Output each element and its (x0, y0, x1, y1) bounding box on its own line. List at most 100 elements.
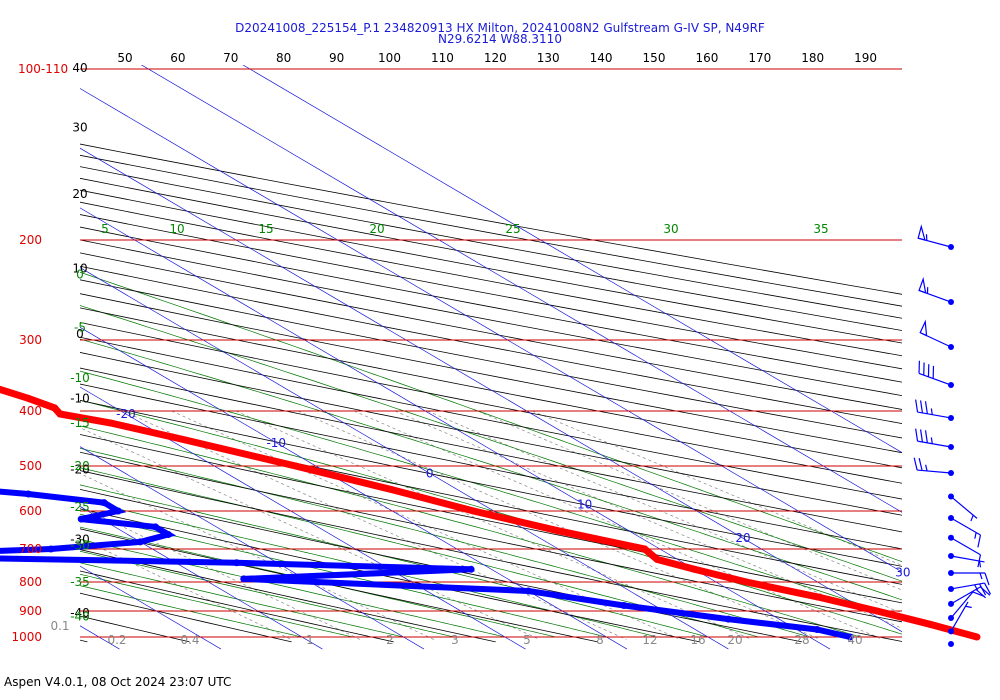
dewpoint-profile (0, 488, 851, 640)
dry-adiabat-line (80, 528, 598, 643)
wind-barb-half (979, 572, 983, 580)
temperature-point (641, 545, 649, 553)
wind-barb-station (948, 641, 954, 647)
temperature-point (873, 607, 881, 615)
theta-top-label: 190 (854, 51, 877, 65)
dewpoint-point (620, 601, 628, 609)
theta-e-left-label: -25 (70, 500, 90, 514)
isotherm-label: 0 (426, 466, 434, 480)
dry-adiabat-line (80, 214, 902, 370)
theta-e-left-label: -15 (70, 416, 90, 430)
mixing-ratio-label: 1 (306, 633, 314, 647)
dewpoint-point (47, 545, 55, 553)
wind-barbs (913, 224, 992, 647)
moist-adiabat-line (80, 484, 709, 638)
dry-adiabat-line (80, 189, 902, 344)
theta-top-label: 180 (801, 51, 824, 65)
theta-e-top-label: 30 (663, 222, 678, 236)
dry-adiabat-line (80, 252, 902, 410)
chart-grid (80, 65, 902, 650)
wind-barb-pennant (918, 276, 927, 294)
theta-top-label: 110 (431, 51, 454, 65)
theta-top-label: 100 (378, 51, 401, 65)
dry-adiabat-line (80, 434, 902, 604)
axis-labels: 100-1102003004005006007008009001000-100-… (11, 51, 910, 647)
theta-top-label: 50 (117, 51, 132, 65)
moist-adiabat-line (80, 585, 303, 638)
wind-barb-half (974, 532, 977, 539)
wind-barb-shaft (950, 582, 985, 590)
dry-adiabat-line (80, 322, 902, 484)
isotherm-line (242, 65, 902, 453)
pressure-label: 900 (19, 604, 42, 618)
isotherm-label: -10 (266, 436, 286, 450)
mixing-ratio-line (80, 427, 540, 640)
theta-left-label: -10 (70, 392, 90, 406)
wind-barb-full (915, 399, 919, 413)
theta-left-label: 10 (72, 261, 87, 275)
wind-barb (917, 224, 954, 250)
pressure-label: 300 (19, 333, 42, 347)
wind-barb-half (965, 605, 972, 609)
mixing-ratio-label: 5 (523, 633, 531, 647)
mixing-ratio-line (394, 410, 902, 629)
theta-top-label: 90 (329, 51, 344, 65)
dry-adiabat-line (80, 367, 902, 533)
theta-left-label: 20 (72, 187, 87, 201)
wind-barb-half (930, 408, 933, 415)
temperature-point (107, 419, 115, 427)
isotherm-label: 30 (895, 566, 910, 580)
isotherm-line (80, 207, 831, 650)
theta-e-top-label: 5 (101, 222, 109, 236)
dewpoint-point (846, 633, 854, 641)
wind-barb-shaft (917, 411, 952, 419)
theta-e-top-label: 35 (813, 222, 828, 236)
dry-adiabat-line (80, 307, 902, 469)
dry-adiabat-line (80, 201, 902, 357)
mixing-ratio-label: 12 (642, 633, 657, 647)
temperature-point (181, 436, 189, 444)
isotherm-line (80, 267, 729, 650)
moist-adiabat-line (80, 447, 810, 638)
dry-adiabat-line (80, 399, 902, 567)
dry-adiabat-line (80, 451, 902, 623)
dewpoint-point (724, 615, 732, 623)
theta-e-left-label: -35 (70, 575, 90, 589)
wind-barb (948, 493, 978, 522)
wind-barb-full (924, 401, 928, 414)
temperature-point (292, 462, 300, 470)
wind-barb-shaft (917, 440, 952, 448)
wind-barb-shaft (950, 537, 981, 556)
wind-barb-full (980, 586, 991, 596)
mixing-ratio-label: 0.4 (180, 633, 199, 647)
wind-barb-shaft (950, 517, 981, 536)
isotherm-label: 20 (735, 531, 750, 545)
dewpoint-point (164, 531, 172, 539)
moist-adiabat-line (80, 526, 556, 638)
wind-barb-half (930, 437, 933, 444)
wind-barb-full (918, 458, 923, 471)
theta-left-label: 40 (72, 61, 87, 75)
dry-adiabat-line (80, 383, 902, 550)
mixing-ratio-label: 3 (451, 633, 459, 647)
theta-top-label: 140 (590, 51, 613, 65)
wind-barb-shaft (950, 586, 981, 605)
temperature-point (690, 565, 698, 573)
dry-adiabat-line (80, 166, 902, 319)
chart-subtitle: N29.6214 W88.3110 (438, 32, 562, 46)
theta-e-top-label: 20 (369, 222, 384, 236)
software-footer: Aspen V4.0.1, 08 Oct 2024 23:07 UTC (4, 675, 232, 689)
temperature-point (554, 527, 562, 535)
theta-top-label: 70 (223, 51, 238, 65)
theta-e-left-label: -40 (70, 609, 90, 623)
temperature-point (813, 593, 821, 601)
theta-top-label: 170 (748, 51, 771, 65)
pressure-label: 600 (19, 504, 42, 518)
temperature-point (926, 620, 934, 628)
wind-barb-shaft (950, 496, 978, 519)
theta-left-label: -30 (70, 532, 90, 546)
mixing-ratio-line (477, 410, 902, 591)
mixing-ratio-line (297, 410, 821, 640)
moist-adiabat-line (80, 562, 404, 638)
